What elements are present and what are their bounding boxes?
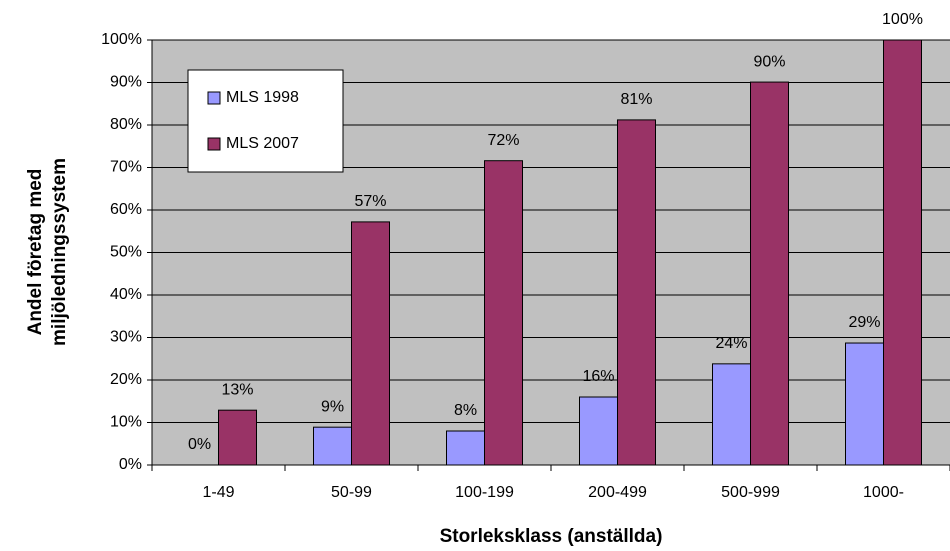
y-tick-label: 60% bbox=[110, 201, 142, 218]
legend-swatch bbox=[207, 137, 221, 151]
bar bbox=[617, 119, 656, 466]
data-label: 13% bbox=[221, 381, 253, 398]
x-axis-title: Storleksklass (anställda) bbox=[440, 526, 663, 547]
data-label: 57% bbox=[354, 193, 386, 210]
y-tick-label: 10% bbox=[110, 414, 142, 431]
y-tick-label: 90% bbox=[110, 74, 142, 91]
data-label: 72% bbox=[487, 132, 519, 149]
y-tick-label: 0% bbox=[119, 456, 142, 473]
legend-swatch bbox=[207, 91, 221, 105]
y-tick-label: 30% bbox=[110, 329, 142, 346]
data-label: 29% bbox=[848, 314, 880, 331]
y-axis-title: miljöledningssystem bbox=[49, 158, 70, 346]
x-tick-label: 1000- bbox=[863, 484, 904, 501]
y-tick-label: 20% bbox=[110, 371, 142, 388]
bar bbox=[845, 342, 884, 466]
legend-box bbox=[187, 69, 344, 173]
x-tick-label: 1-49 bbox=[202, 484, 234, 501]
bar bbox=[750, 81, 789, 466]
bar bbox=[579, 396, 618, 466]
data-label: 9% bbox=[321, 398, 344, 415]
bar bbox=[351, 221, 390, 466]
x-tick-label: 500-999 bbox=[721, 484, 780, 501]
x-tick-label: 50-99 bbox=[331, 484, 372, 501]
legend-label: MLS 2007 bbox=[226, 135, 299, 152]
legend-label: MLS 1998 bbox=[226, 89, 299, 106]
data-label: 100% bbox=[882, 11, 923, 28]
data-label: 24% bbox=[715, 335, 747, 352]
y-tick-label: 40% bbox=[110, 286, 142, 303]
bar bbox=[883, 39, 922, 466]
bar bbox=[446, 430, 485, 466]
y-axis-title: Andel företag med bbox=[25, 169, 46, 336]
y-tick-label: 80% bbox=[110, 116, 142, 133]
data-label: 90% bbox=[753, 53, 785, 70]
data-label: 8% bbox=[454, 402, 477, 419]
data-label: 0% bbox=[188, 436, 211, 453]
bar bbox=[484, 160, 523, 466]
bar bbox=[218, 409, 257, 466]
x-tick-label: 100-199 bbox=[455, 484, 514, 501]
data-label: 81% bbox=[620, 91, 652, 108]
y-tick-label: 50% bbox=[110, 244, 142, 261]
y-tick-label: 100% bbox=[101, 31, 142, 48]
x-tick-label: 200-499 bbox=[588, 484, 647, 501]
bar bbox=[313, 426, 352, 466]
y-tick-label: 70% bbox=[110, 159, 142, 176]
bar bbox=[712, 363, 751, 466]
data-label: 16% bbox=[582, 368, 614, 385]
